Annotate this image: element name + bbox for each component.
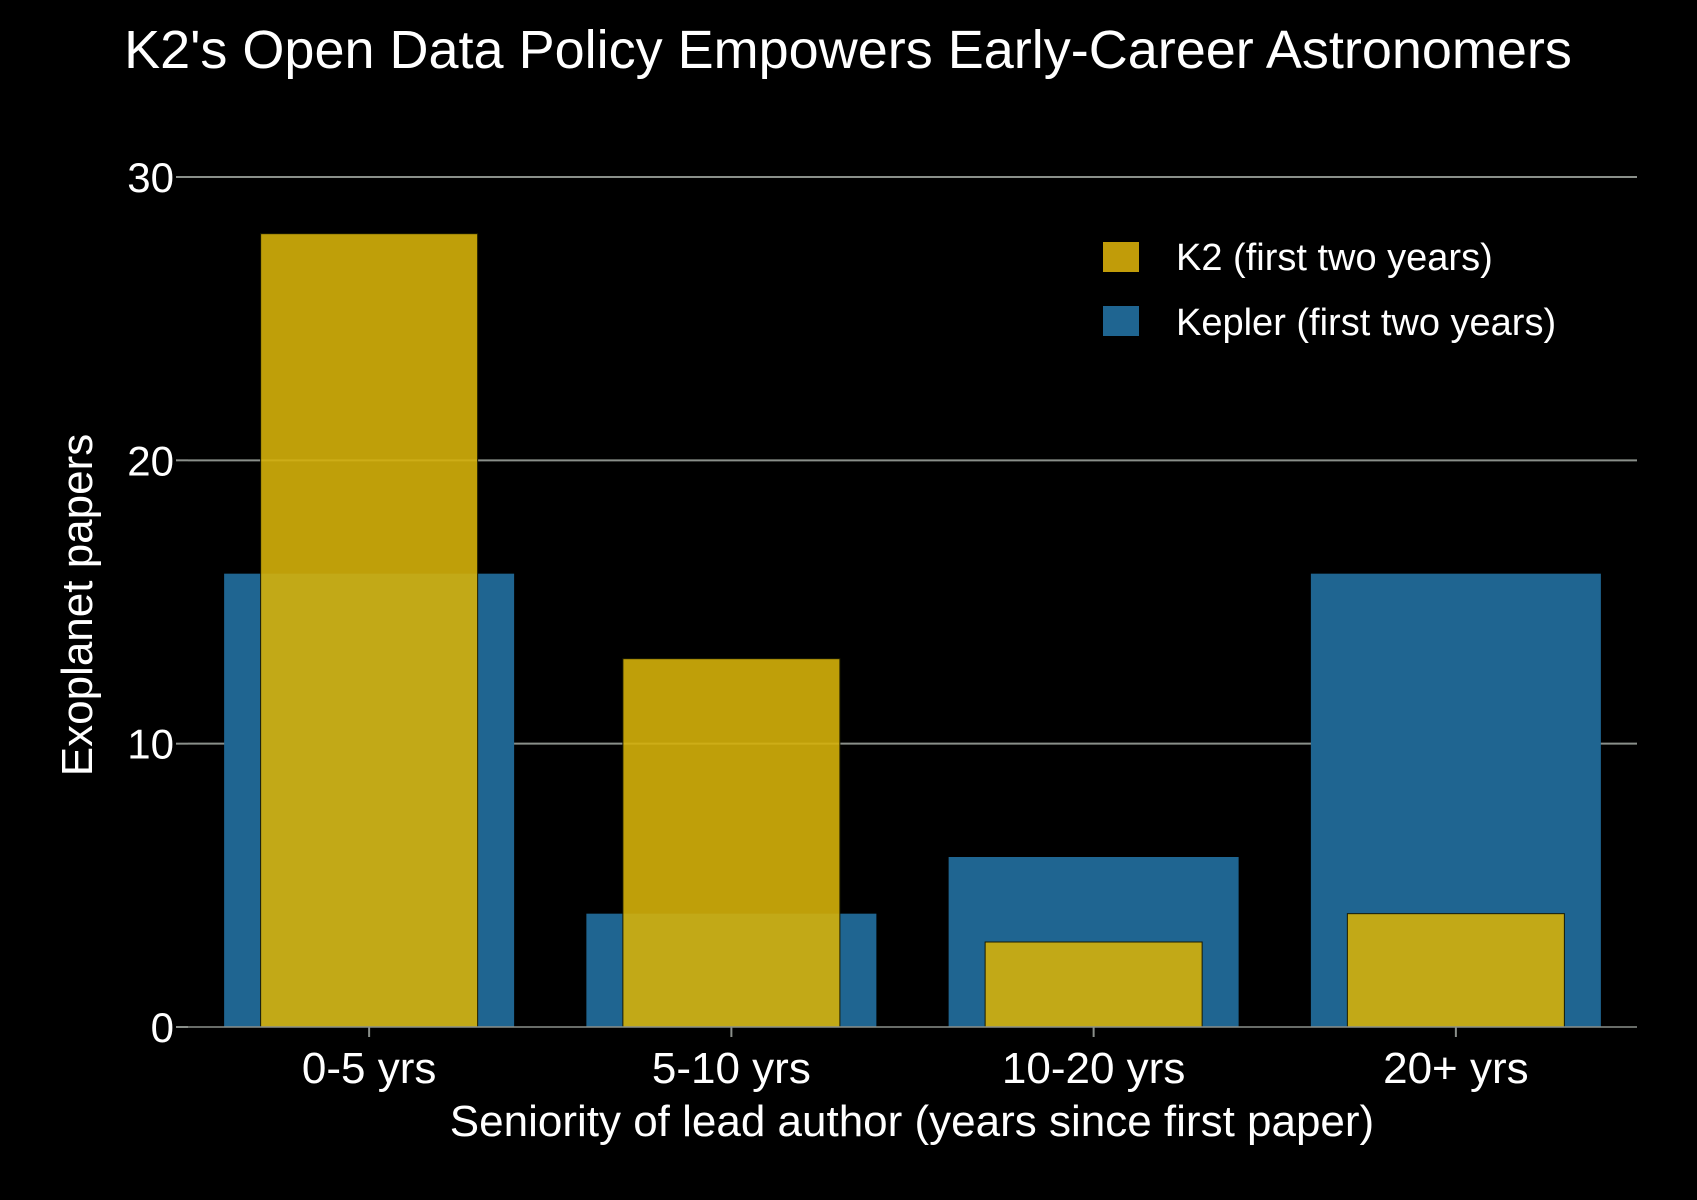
legend-swatch-kepler	[1103, 306, 1139, 336]
y-axis-label: Exoplanet papers	[53, 434, 102, 776]
y-tick-label-20: 20	[127, 437, 174, 484]
legend-swatch-k2	[1103, 242, 1139, 272]
x-axis-ticks: 0-5 yrs 5-10 yrs 10-20 yrs 20+ yrs	[302, 1027, 1529, 1093]
legend-label-k2: K2 (first two years)	[1176, 237, 1493, 279]
x-tick-label-2: 10-20 yrs	[1002, 1044, 1185, 1093]
bar-k2-3	[1346, 913, 1565, 1028]
bar-k2-2	[984, 941, 1203, 1028]
legend-label-kepler: Kepler (first two years)	[1176, 302, 1556, 344]
bar-k2-0	[260, 233, 479, 1028]
x-tick-label-3: 20+ yrs	[1383, 1044, 1529, 1093]
y-tick-label-0: 0	[151, 1004, 174, 1051]
chart-title: K2's Open Data Policy Empowers Early-Car…	[124, 20, 1572, 80]
y-tick-label-30: 30	[127, 154, 174, 201]
bar-k2-1	[622, 658, 841, 1028]
x-tick-label-0: 0-5 yrs	[302, 1044, 436, 1093]
k2-bars	[260, 233, 1565, 1028]
legend: K2 (first two years) Kepler (first two y…	[1103, 237, 1556, 344]
x-axis-label: Seniority of lead author (years since fi…	[450, 1097, 1374, 1146]
x-tick-label-1: 5-10 yrs	[652, 1044, 811, 1093]
y-axis-ticks: 0 10 20 30	[127, 154, 188, 1051]
y-tick-label-10: 10	[127, 721, 174, 768]
